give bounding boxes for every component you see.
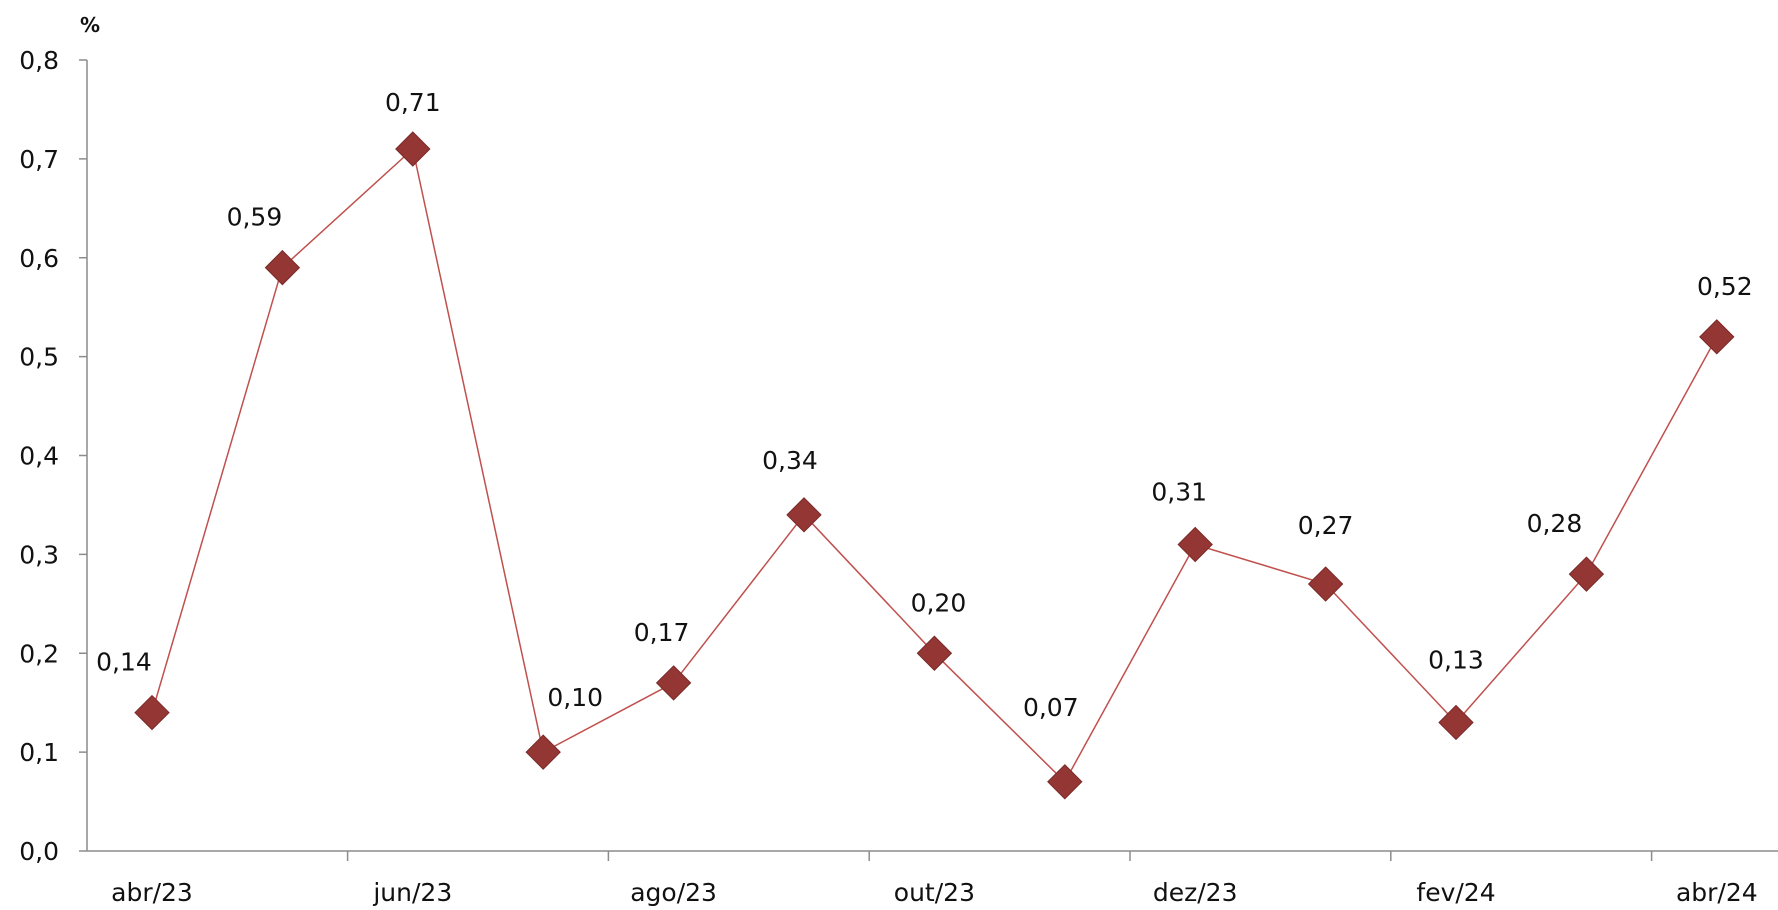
series-line-group bbox=[151, 147, 1718, 784]
data-point-marker bbox=[655, 665, 692, 701]
data-label: 0,27 bbox=[1298, 511, 1354, 540]
data-label: 0,20 bbox=[911, 588, 967, 617]
data-point-marker bbox=[1307, 566, 1344, 602]
data-point-marker bbox=[916, 635, 953, 671]
x-tick-label: jun/23 bbox=[372, 878, 452, 907]
markers-group bbox=[134, 131, 1735, 800]
axes: 0,0 0,1 0,2 0,3 0,4 0,5 0,6 0,7 0,8 abr/23 jun/23 a… bbox=[19, 46, 1778, 907]
data-point-marker bbox=[134, 694, 170, 731]
data-label: 0,71 bbox=[385, 88, 441, 117]
y-tick-label: 0,6 bbox=[19, 244, 59, 273]
data-label: 0,34 bbox=[762, 446, 818, 475]
data-point-marker bbox=[395, 131, 431, 167]
data-label: 0,59 bbox=[227, 203, 283, 232]
data-point-marker bbox=[1568, 556, 1605, 592]
data-point-marker bbox=[1438, 704, 1474, 741]
data-point-marker bbox=[525, 734, 561, 770]
data-point-marker bbox=[1699, 319, 1735, 355]
data-label: 0,17 bbox=[634, 618, 690, 647]
data-label: 0,52 bbox=[1697, 272, 1753, 301]
x-tick-label: abr/24 bbox=[1676, 878, 1758, 907]
y-tick-label: 0,4 bbox=[19, 442, 59, 471]
series-line bbox=[151, 147, 1718, 784]
data-label: 0,14 bbox=[96, 648, 152, 677]
data-label: 0,28 bbox=[1527, 509, 1583, 538]
x-tick-label: ago/23 bbox=[630, 878, 717, 907]
data-point-marker bbox=[264, 249, 301, 286]
data-label: 0,07 bbox=[1023, 693, 1079, 722]
data-label: 0,31 bbox=[1151, 477, 1207, 506]
y-tick-label: 0,5 bbox=[19, 343, 59, 372]
data-point-marker bbox=[786, 497, 822, 533]
y-axis-unit-label: % bbox=[80, 13, 100, 37]
y-tick-label: 0,1 bbox=[19, 738, 59, 767]
y-tick-label: 0,0 bbox=[19, 837, 59, 866]
y-tick-label: 0,3 bbox=[19, 540, 59, 569]
x-tick-label: fev/24 bbox=[1416, 878, 1495, 907]
data-labels-group: 0,14 0,59 0,71 0,10 0,17 0,34 0,20 0,07 0,31 0,27… bbox=[96, 88, 1752, 722]
data-label: 0,10 bbox=[547, 683, 603, 712]
x-tick-label: dez/23 bbox=[1153, 878, 1238, 907]
data-label: 0,13 bbox=[1428, 645, 1484, 674]
data-point-marker bbox=[1177, 526, 1213, 563]
y-tick-label: 0,8 bbox=[19, 46, 59, 75]
y-tick-label: 0,7 bbox=[19, 145, 59, 174]
data-point-marker bbox=[1047, 764, 1083, 800]
x-tick-label: out/23 bbox=[894, 878, 975, 907]
y-tick-label: 0,2 bbox=[19, 639, 59, 668]
x-tick-label: abr/23 bbox=[111, 878, 193, 907]
